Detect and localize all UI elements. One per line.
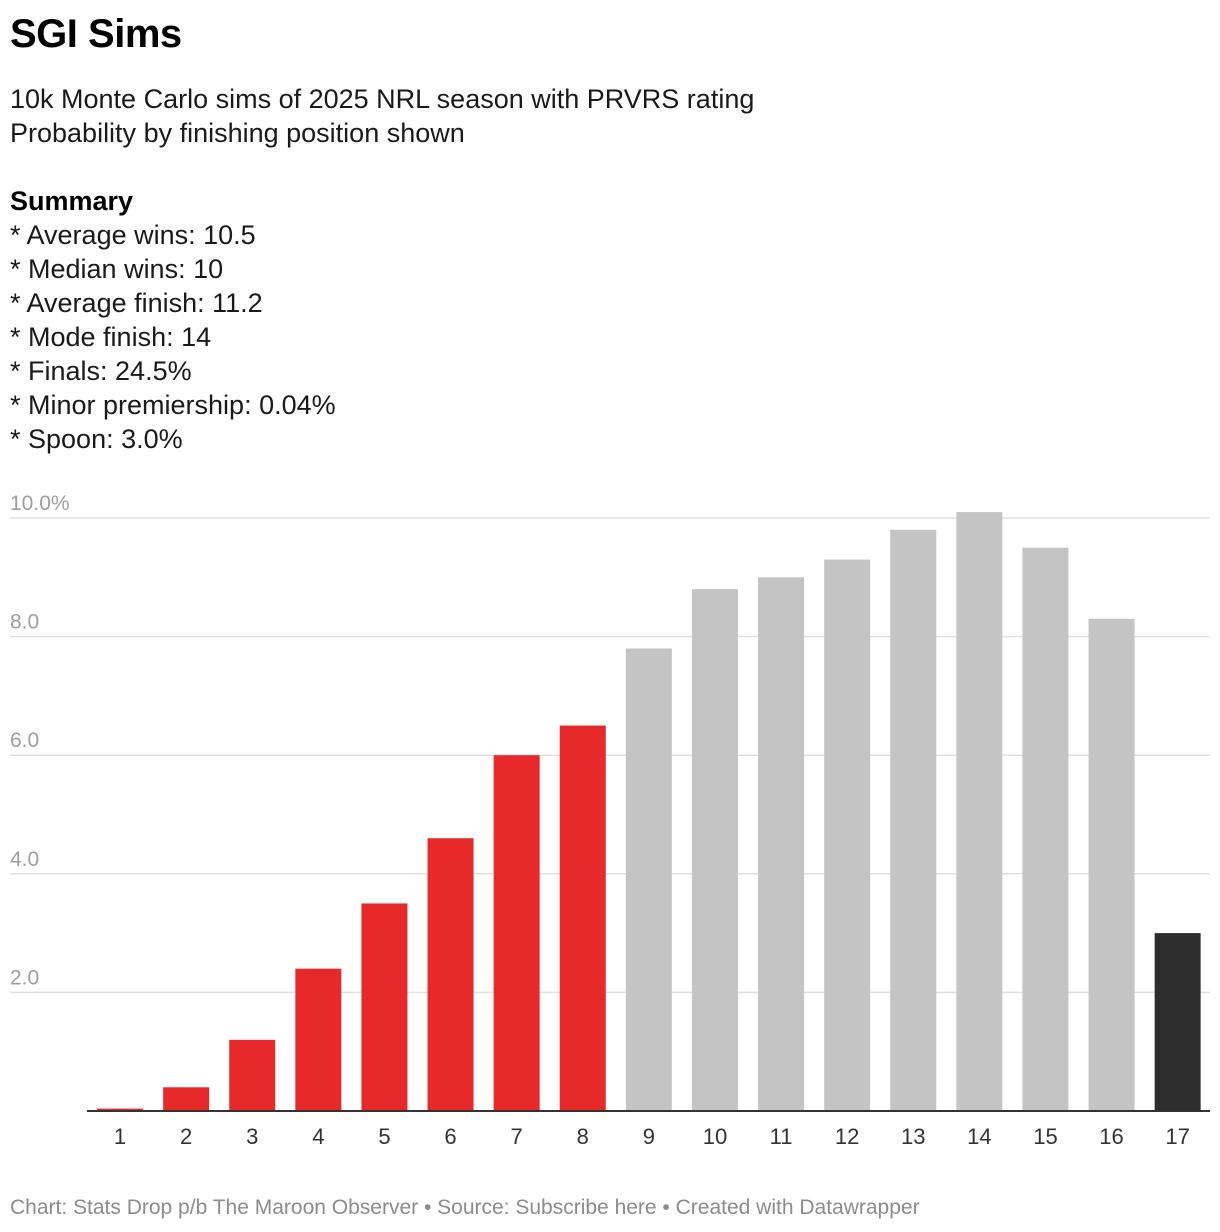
- summary-item: * Average finish: 11.2: [10, 288, 263, 318]
- chart-description: 10k Monte Carlo sims of 2025 NRL season …: [10, 82, 754, 456]
- subtitle-line: Probability by finishing position shown: [10, 118, 465, 148]
- bar: [229, 1039, 276, 1111]
- bar: [824, 559, 871, 1111]
- bar: [956, 512, 1003, 1111]
- bar: [361, 903, 408, 1111]
- subtitle-line: 10k Monte Carlo sims of 2025 NRL season …: [10, 84, 755, 114]
- x-tick-label: 4: [312, 1124, 324, 1149]
- bar: [97, 1108, 144, 1111]
- bar: [1088, 618, 1135, 1111]
- x-tick-label: 11: [770, 1124, 793, 1149]
- bar: [493, 755, 540, 1111]
- chart-footer: Chart: Stats Drop p/b The Maroon Observe…: [10, 1196, 920, 1219]
- y-tick-label: 2.0: [10, 966, 39, 989]
- x-tick-label: 15: [1033, 1124, 1057, 1149]
- x-tick-label: 16: [1099, 1124, 1123, 1149]
- y-tick-label: 8.0: [10, 611, 39, 634]
- bar: [427, 838, 474, 1111]
- chart-title: SGI Sims: [10, 12, 182, 56]
- summary-item: * Spoon: 3.0%: [10, 424, 183, 454]
- x-tick-label: 9: [643, 1124, 655, 1149]
- x-tick-label: 17: [1165, 1124, 1189, 1149]
- x-tick-label: 2: [180, 1124, 192, 1149]
- x-tick-label: 10: [703, 1124, 727, 1149]
- summary-item: * Minor premiership: 0.04%: [10, 390, 336, 420]
- bar: [163, 1087, 210, 1111]
- summary-item: * Median wins: 10: [10, 254, 224, 284]
- x-tick-label: 8: [577, 1124, 589, 1149]
- y-tick-label: 6.0: [10, 729, 39, 752]
- x-tick-label: 14: [967, 1124, 991, 1149]
- bar: [890, 529, 937, 1111]
- x-tick-label: 7: [511, 1124, 523, 1149]
- bar: [1022, 547, 1069, 1111]
- x-tick-label: 13: [901, 1124, 925, 1149]
- summary-item: * Average wins: 10.5: [10, 220, 256, 250]
- x-tick-label: 5: [378, 1124, 390, 1149]
- x-tick-label: 6: [444, 1124, 456, 1149]
- y-tick-label: 10.0%: [10, 492, 70, 515]
- bar: [559, 725, 606, 1111]
- bar-chart: 2.04.06.08.010.0%1 2 3 4 5 6 7 8 9 10 11 12 13 14 15 16…: [10, 492, 1210, 1149]
- x-tick-label: 12: [835, 1124, 859, 1149]
- summary-item: * Mode finish: 14: [10, 322, 212, 352]
- bar: [625, 648, 672, 1111]
- bar: [1154, 933, 1201, 1111]
- x-tick-label: 3: [246, 1124, 258, 1149]
- x-tick-label: 1: [114, 1124, 126, 1149]
- bar: [758, 577, 805, 1111]
- summary-heading: Summary: [10, 186, 134, 216]
- y-tick-label: 4.0: [10, 848, 39, 871]
- bar: [295, 968, 342, 1111]
- summary-item: * Finals: 24.5%: [10, 356, 192, 386]
- bar: [691, 589, 738, 1111]
